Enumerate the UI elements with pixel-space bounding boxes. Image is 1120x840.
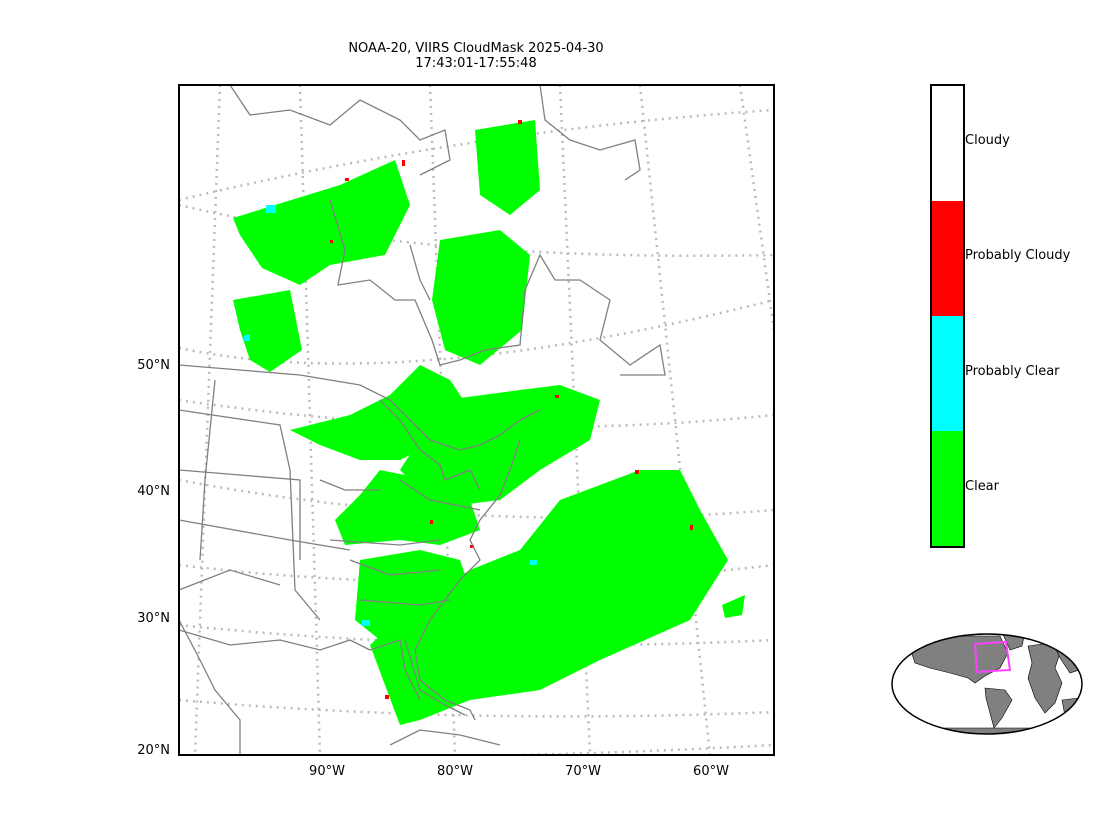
graticule-lon-60: [638, 85, 712, 755]
state-border: [179, 569, 281, 591]
legend-swatch-clear: [932, 431, 963, 546]
state-border: [199, 379, 216, 561]
state-border: [399, 479, 481, 511]
clear-swath-north-ontario: [233, 160, 410, 285]
world-locator-map: [891, 633, 1083, 735]
state-border: [359, 599, 451, 606]
baffin-coast: [229, 85, 451, 176]
lat-label-20n: 20°N: [137, 743, 170, 758]
legend-label-clear: Clear: [965, 479, 999, 494]
graticule-lat-20: [300, 743, 774, 755]
probably-cloudy-regions: [330, 120, 693, 699]
probably-cloudy-speckle: [470, 545, 474, 548]
legend-label-probably-clear: Probably Clear: [965, 364, 1060, 379]
state-border: [179, 409, 291, 471]
map-title: NOAA-20, VIIRS CloudMask 2025-04-30: [348, 41, 604, 56]
antarctica-land: [899, 727, 1081, 734]
lon-label-90w: 90°W: [309, 764, 345, 779]
cuba-coast: [389, 729, 501, 746]
mexico-coast: [179, 619, 241, 755]
south-america-land: [984, 687, 1013, 729]
state-border: [349, 559, 441, 576]
graticule-lat-60: [179, 108, 774, 202]
hudson-bay-coast: [329, 199, 666, 376]
probably-cloudy-speckle: [330, 240, 333, 243]
cloud-mask-colorbar: [930, 84, 965, 548]
map-frame: [178, 84, 775, 756]
probably-cloudy-speckle: [635, 470, 639, 474]
lon-label-70w: 70°W: [565, 764, 601, 779]
us-east-coast: [414, 439, 521, 721]
coastlines-borders: [179, 85, 666, 755]
state-border: [289, 469, 321, 621]
clear-midwest: [335, 470, 480, 545]
probably-clear-patch: [244, 335, 250, 341]
graticule-lat-25: [179, 698, 774, 718]
probably-cloudy-speckle: [430, 520, 433, 524]
graticule-lon-90: [298, 85, 322, 755]
legend-swatch-probably-cloudy: [932, 201, 963, 316]
labrador-coast: [539, 85, 641, 181]
globe-outline: [891, 633, 1083, 735]
probably-cloudy-speckle: [555, 395, 559, 398]
probably-cloudy-speckle: [345, 178, 349, 181]
great-lakes-outline: [379, 399, 481, 491]
state-border: [319, 479, 380, 491]
probably-clear-regions: [244, 205, 537, 626]
clear-small-patch: [722, 595, 745, 618]
us-canada-border: [179, 364, 541, 451]
clear-new-england: [400, 385, 600, 505]
clear-quebec-north: [475, 120, 540, 215]
legend-swatch-cloudy: [932, 86, 963, 201]
clear-hudson-bay: [432, 230, 530, 365]
probably-clear-patch: [530, 560, 537, 565]
clear-atlantic-swath: [370, 470, 728, 725]
lat-label-40n: 40°N: [137, 484, 170, 499]
lon-label-80w: 80°W: [437, 764, 473, 779]
gulf-coast: [179, 629, 421, 701]
graticule-lon-100: [193, 85, 222, 755]
probably-cloudy-speckle: [402, 160, 405, 166]
florida-coast: [404, 639, 466, 716]
graticule-lon-50: [738, 85, 774, 331]
state-border: [329, 539, 441, 546]
graticule-lat-45: [179, 398, 774, 429]
lon-label-60w: 60°W: [693, 764, 729, 779]
clear-swath-west-edge: [233, 290, 302, 372]
clear-regions: [233, 120, 745, 725]
state-border: [179, 519, 351, 551]
inset-extent-box: [973, 640, 1012, 674]
legend-label-cloudy: Cloudy: [965, 133, 1010, 148]
state-border: [179, 469, 301, 560]
lat-label-50n: 50°N: [137, 358, 170, 373]
probably-cloudy-speckle: [385, 695, 389, 699]
james-bay-coast: [409, 244, 431, 301]
legend-label-probably-cloudy: Probably Cloudy: [965, 248, 1071, 263]
lat-label-30n: 30°N: [137, 611, 170, 626]
probably-cloudy-speckle: [690, 525, 693, 530]
probably-cloudy-speckle: [518, 120, 522, 124]
probably-clear-patch: [362, 620, 370, 626]
legend-swatch-probably-clear: [932, 316, 963, 431]
probably-clear-patch: [266, 205, 276, 213]
map-subtitle-time-range: 17:43:01-17:55:48: [415, 56, 537, 71]
